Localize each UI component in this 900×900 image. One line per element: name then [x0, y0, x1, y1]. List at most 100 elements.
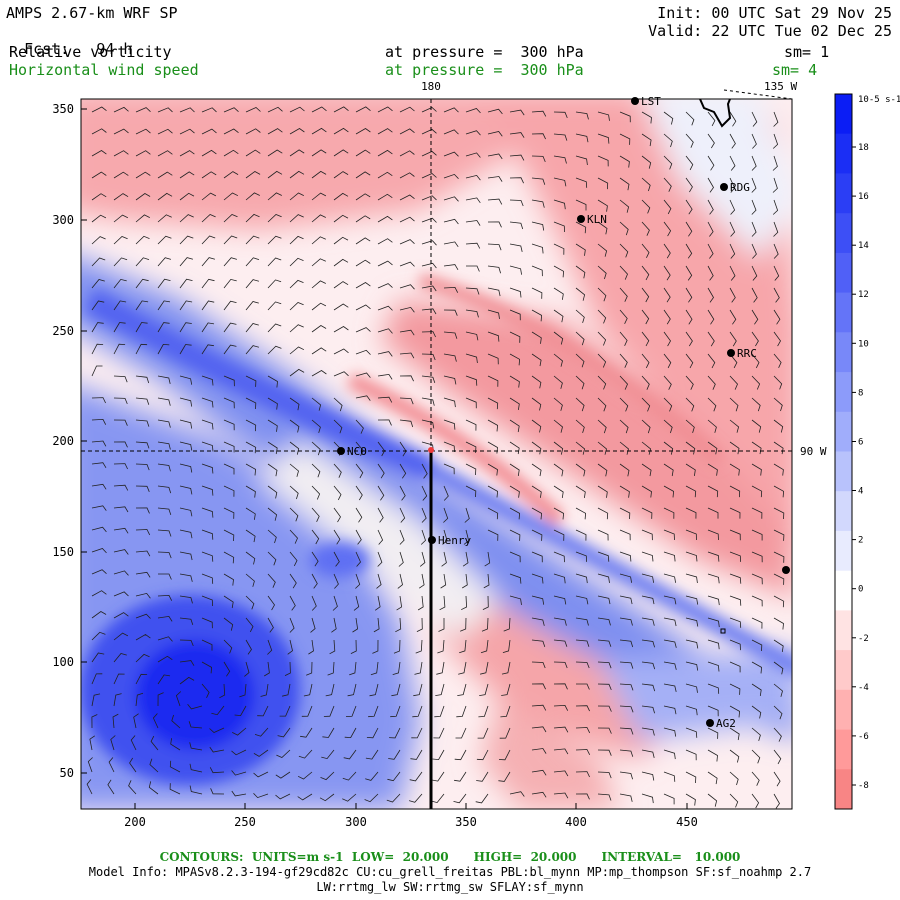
station-marker-lst[interactable] [631, 97, 639, 105]
wind-barb [434, 705, 445, 718]
wind-barb [245, 149, 261, 157]
wind-barb [575, 397, 585, 412]
wind-barb [553, 770, 569, 777]
wind-barb [223, 322, 237, 333]
wind-barb [531, 507, 543, 520]
station-marker-kln[interactable] [577, 215, 585, 223]
wind-barb [343, 749, 357, 760]
station-marker-nco[interactable] [337, 447, 345, 455]
wind-barb [509, 199, 524, 207]
wind-barb [148, 781, 159, 795]
wind-barb [377, 305, 393, 311]
wind-barb [113, 441, 128, 448]
wind-barb [729, 485, 741, 498]
station-marker-rrc[interactable] [727, 349, 735, 357]
wind-barb [333, 397, 343, 412]
wind-barb [135, 692, 144, 707]
wind-barb [150, 735, 159, 751]
wind-barb [267, 128, 283, 135]
wind-barb [663, 243, 671, 259]
wind-barb [751, 727, 761, 742]
wind-barb [308, 639, 314, 655]
wind-barb [239, 683, 247, 698]
wind-barb [531, 726, 547, 733]
wind-barb [267, 507, 278, 521]
wind-barb [619, 551, 632, 562]
wind-barb [223, 257, 238, 267]
wind-barb [663, 485, 675, 498]
wind-barb [254, 727, 269, 737]
wind-barb [113, 653, 127, 663]
wind-barb [223, 639, 233, 654]
wind-barb [619, 529, 631, 541]
wind-barb [377, 351, 393, 357]
y-tick-label: 350 [52, 102, 74, 116]
wind-barb [619, 221, 629, 236]
wind-barb [531, 595, 545, 605]
station-marker-ag2[interactable] [706, 719, 714, 727]
wind-barb [509, 441, 520, 455]
x-tick-label: 450 [676, 815, 698, 829]
wind-barb [386, 793, 401, 803]
wind-barb [685, 287, 693, 303]
wind-barb [509, 154, 525, 161]
station-marker-rdg[interactable] [720, 183, 728, 191]
wind-barb [509, 353, 521, 366]
wind-barb [399, 284, 415, 290]
wind-barb [751, 793, 760, 809]
wind-barb [465, 242, 481, 249]
wind-barb [306, 661, 313, 676]
wind-barb [575, 639, 590, 647]
wind-barb [113, 128, 129, 135]
wind-barb [641, 661, 656, 670]
stations: LST RDG KLN RRC NCO Henry AG2 [337, 95, 790, 730]
wind-barb [553, 661, 568, 669]
wind-barb [411, 727, 423, 739]
wind-barb [597, 661, 612, 669]
wind-barb [179, 573, 193, 582]
wind-barb [685, 529, 697, 541]
map-axes: 200 250 300 350 400 450 50 100 150 200 250 300 350 [52, 102, 698, 829]
wind-barb [641, 595, 655, 605]
wind-barb [170, 738, 181, 751]
wind-barb [773, 507, 785, 520]
wind-barb [289, 595, 296, 611]
wind-barb [399, 128, 415, 135]
wind-barb [575, 331, 585, 346]
wind-barb [553, 265, 565, 278]
wind-barb [597, 309, 607, 324]
wind-barb [443, 507, 449, 523]
wind-barb [531, 243, 544, 254]
wind-barb [729, 331, 737, 347]
wind-barb [480, 661, 489, 675]
wind-barb [201, 639, 213, 651]
wind-barb [112, 713, 119, 729]
field2-name: Horizontal wind speed [9, 61, 199, 79]
wind-barb [531, 485, 542, 498]
wind-barb [619, 111, 631, 123]
wind-barb [135, 171, 151, 179]
wind-barb [663, 221, 672, 237]
wind-barb [201, 278, 215, 289]
station-marker-henry[interactable] [428, 536, 436, 544]
wind-barb [113, 171, 129, 179]
model-info: Model Info: MPASv8.2.3-194-gf29cd82c CU:… [88, 865, 812, 879]
station-marker-edge[interactable] [782, 566, 790, 574]
wind-barb [663, 727, 677, 737]
wind-barb [751, 617, 763, 629]
station-label-henry: Henry [438, 534, 471, 547]
wind-barb [179, 463, 193, 473]
wind-barb [641, 771, 655, 781]
wind-barb [179, 375, 193, 385]
wind-barb [531, 639, 546, 648]
wind-barb [751, 771, 760, 786]
wind-barb [553, 309, 564, 323]
wind-barb [707, 595, 720, 606]
wind-barb [729, 243, 736, 259]
wind-barb [130, 735, 137, 751]
wind-barb [91, 279, 105, 289]
field1-level: at pressure = 300 hPa [385, 43, 584, 61]
wind-barb [641, 331, 650, 347]
wind-barb [267, 529, 277, 544]
